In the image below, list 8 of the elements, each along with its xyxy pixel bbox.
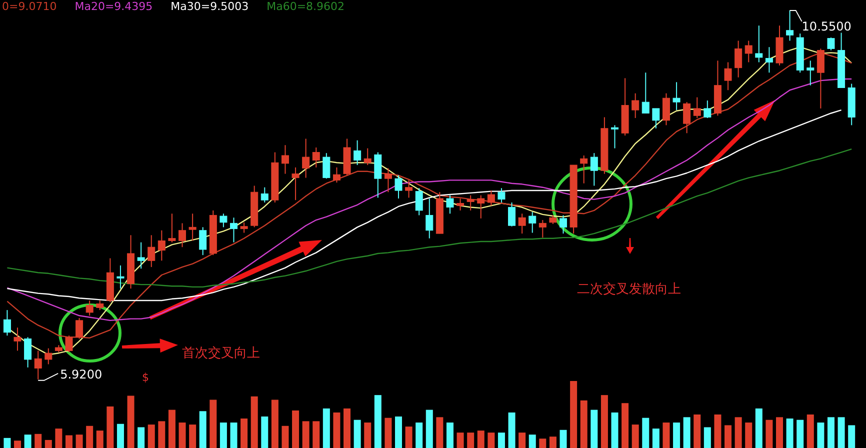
annotation: $ xyxy=(142,371,149,384)
annotation: 5.9200 xyxy=(38,367,102,382)
annotation: 10.5500 xyxy=(802,19,852,34)
annotation: 5.9200 xyxy=(60,367,102,382)
series-names: 0=9.0710 Ma20=9.4395 Ma30=9.5003 Ma60=8.9602 xyxy=(2,0,345,13)
annotation: 二次交叉发散向上 xyxy=(577,281,681,297)
annotation: 首次交叉向上 xyxy=(182,345,260,361)
annotation: 10.5500 xyxy=(789,10,852,34)
